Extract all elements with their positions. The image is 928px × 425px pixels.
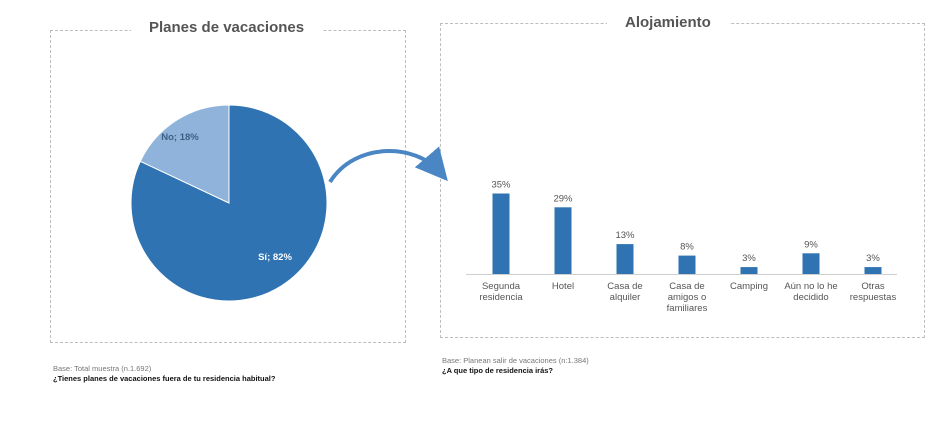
bar bbox=[678, 255, 696, 274]
x-tick-label: familiares bbox=[667, 303, 708, 314]
x-tick-label: Segunda bbox=[482, 281, 521, 292]
pie-footnote: Base: Total muestra (n.1.692) ¿Tienes pl… bbox=[53, 364, 275, 384]
pie-slice-label: No; 18% bbox=[161, 132, 199, 143]
bar-footnote: Base: Planean salir de vacaciones (n:1.3… bbox=[442, 356, 589, 376]
pie-slice-label: Sí; 82% bbox=[258, 252, 292, 263]
x-tick-label: Otras bbox=[861, 281, 884, 292]
pie-base-text: Base: Total muestra (n.1.692) bbox=[53, 364, 152, 373]
bar-data-label: 13% bbox=[615, 230, 635, 241]
bar-data-label: 3% bbox=[742, 253, 756, 264]
x-tick-label: Camping bbox=[730, 281, 768, 292]
pie-chart: Sí; 82% No; 18% bbox=[130, 104, 328, 302]
bar-data-label: 9% bbox=[804, 239, 818, 250]
x-tick-label: residencia bbox=[479, 292, 523, 303]
bar-chart-title: Alojamiento bbox=[607, 14, 729, 31]
bar bbox=[740, 267, 758, 274]
x-tick-label: decidido bbox=[793, 292, 828, 303]
bar bbox=[492, 193, 510, 274]
x-tick-label: Casa de bbox=[669, 281, 704, 292]
connector-arrow bbox=[328, 146, 448, 184]
pie-chart-panel: Planes de vacaciones bbox=[50, 19, 406, 343]
x-tick-label: amigos o bbox=[668, 292, 707, 303]
bar-base-text: Base: Planean salir de vacaciones (n:1.3… bbox=[442, 356, 589, 365]
x-tick-label: Aún no lo he bbox=[784, 281, 837, 292]
bar bbox=[616, 244, 634, 274]
pie-question-text: ¿Tienes planes de vacaciones fuera de tu… bbox=[53, 374, 276, 383]
x-tick-label: Casa de bbox=[607, 281, 642, 292]
bar-data-label: 8% bbox=[680, 242, 694, 253]
bar-data-label: 35% bbox=[491, 180, 511, 191]
bar bbox=[802, 253, 820, 274]
bar bbox=[864, 267, 882, 274]
pie-slice bbox=[139, 104, 230, 204]
x-tick-label: Hotel bbox=[552, 281, 574, 292]
x-tick-label: respuestas bbox=[850, 292, 897, 303]
x-tick-label: alquiler bbox=[610, 292, 641, 303]
bar-data-label: 3% bbox=[866, 253, 880, 264]
bar-data-label: 29% bbox=[553, 193, 573, 204]
bar bbox=[554, 207, 572, 274]
bar-question-text: ¿A que tipo de residencia irás? bbox=[442, 366, 553, 375]
pie-chart-title: Planes de vacaciones bbox=[131, 19, 323, 36]
